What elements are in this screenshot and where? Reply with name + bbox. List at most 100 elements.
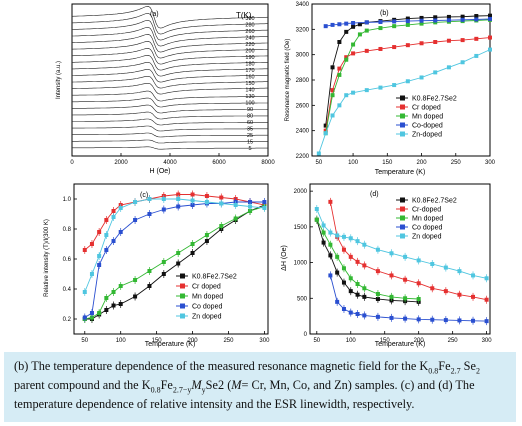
data-point-zn: [323, 131, 328, 136]
data-point-mn: [118, 284, 123, 288]
data-point-co: [378, 19, 383, 24]
data-point-zn: [405, 79, 410, 84]
spectrum-curve-240K: [72, 26, 268, 47]
temperature-label-25: 25: [247, 133, 253, 139]
data-point-cr: [97, 230, 102, 234]
data-point-cr: [446, 38, 451, 43]
data-point-mn: [314, 217, 319, 222]
panel-a-x-ticks: 0 2000 4000 6000 8000: [70, 153, 275, 166]
caption-sub-3: 2: [475, 366, 480, 376]
data-point-parent: [460, 14, 465, 19]
data-point-zn: [351, 90, 356, 95]
data-point-mn: [351, 42, 356, 47]
data-point-co: [323, 24, 328, 29]
data-point-mn: [362, 286, 367, 291]
spectrum-curve-170K: [72, 62, 268, 77]
data-point-mn: [344, 57, 349, 62]
panel-c-axes: 50 100 150 200 250 300 0.2 0.4 0.6 0.8 1.0: [63, 197, 270, 344]
spectrum-curve-90K: [72, 104, 269, 114]
temperature-label-300: 300: [245, 16, 254, 22]
caption-text-5: Fe: [160, 378, 173, 393]
data-point-cr: [378, 46, 383, 51]
x-tick-label: 50: [81, 338, 88, 344]
x-tick-label: 200: [417, 160, 428, 166]
data-point-parent: [321, 240, 326, 245]
data-point-cr: [471, 294, 476, 299]
temperature-label-15: 15: [247, 140, 253, 146]
data-point-mn: [204, 233, 209, 237]
data-point-parent: [433, 15, 438, 20]
temperature-label-180: 180: [245, 62, 254, 68]
data-point-cr: [341, 247, 346, 252]
data-point-co: [362, 313, 367, 318]
data-point-co: [147, 212, 152, 216]
legend-marker-cr: [400, 206, 405, 212]
data-point-mn: [335, 254, 340, 259]
spectrum-curve-200K: [71, 40, 269, 59]
spectrum-curve-220K: [72, 33, 268, 53]
data-point-zn: [321, 223, 326, 228]
legend-label-zn: Zn doped: [412, 234, 442, 241]
panel-a-label: (a): [150, 11, 159, 18]
data-point-co: [433, 18, 438, 23]
panel-b-legend: K0.8Fe2.7Se2 Cr doped Mn doped Co-doped Zn-d…: [396, 95, 457, 139]
data-point-zn: [111, 215, 116, 219]
data-point-mn: [389, 294, 394, 299]
data-point-cr: [190, 192, 195, 197]
legend-label-parent: K0.8Fe2.7Se2: [412, 198, 457, 205]
data-point-zn: [341, 234, 346, 239]
data-point-mn: [97, 311, 102, 315]
temperature-label-35: 35: [247, 127, 253, 133]
data-point-co: [176, 204, 181, 209]
data-point-zn: [97, 254, 102, 258]
data-point-co: [488, 16, 492, 21]
data-point-zn: [392, 83, 397, 88]
y-tick-label: 2400: [296, 129, 310, 135]
data-point-cr: [344, 55, 349, 60]
y-tick-label: 2000: [294, 189, 308, 195]
data-point-parent: [362, 294, 367, 299]
series-line-zn: [84, 198, 265, 293]
temperature-label-130: 130: [245, 94, 254, 100]
data-point-zn: [337, 103, 342, 108]
panel-b-series: [316, 13, 492, 156]
legend-marker-co: [400, 224, 405, 230]
data-point-zn: [446, 65, 451, 70]
figure: 3002802602402202001901801701601501401301…: [44, 2, 496, 348]
data-point-zn: [378, 85, 383, 90]
data-point-co: [328, 273, 333, 278]
data-point-parent: [357, 22, 362, 27]
data-point-parent: [133, 294, 138, 299]
data-point-mn: [375, 292, 380, 296]
panel-d-linewidth: 50 100 150 200 250 300 0 500 1000 1500 2000 K0.8Fe…: [281, 183, 492, 348]
y-tick-label: 3400: [296, 2, 310, 8]
data-point-zn: [219, 201, 224, 206]
panel-b-resonance-field: 50 100 150 200 250 300 2200 2400 2600 2800 3000 320…: [285, 2, 496, 176]
data-point-parent: [355, 292, 360, 297]
data-point-cr: [219, 195, 224, 200]
data-point-parent: [204, 239, 209, 243]
legend-marker-cr: [400, 104, 405, 110]
data-point-cr: [328, 199, 333, 204]
series-line-mn: [84, 206, 265, 320]
temperature-label-200: 200: [245, 49, 254, 55]
data-point-zn: [389, 251, 394, 256]
temperature-label-140: 140: [245, 88, 254, 94]
x-tick-label: 8000: [261, 160, 275, 166]
x-tick-label: 150: [380, 338, 391, 344]
panel-a-esr-spectra: 3002802602402202001901801701601501401301…: [56, 3, 275, 175]
series-line-co: [84, 201, 265, 318]
data-point-parent: [351, 24, 356, 29]
figure-caption: (b) The temperature dependence of the me…: [4, 352, 516, 422]
panel-d-legend: K0.8Fe2.7Se2 Cr-doped Mn doped Co doped Zn d…: [396, 197, 457, 241]
temperature-label-220: 220: [245, 42, 254, 48]
data-point-zn: [82, 290, 87, 294]
data-point-cr: [364, 48, 369, 53]
series-line-mn: [316, 219, 419, 300]
y-tick-label: 2800: [296, 78, 310, 84]
x-tick-label: 250: [223, 338, 234, 344]
data-point-cr: [348, 254, 353, 259]
data-point-parent: [488, 13, 492, 18]
y-tick-label: 1500: [294, 225, 308, 231]
panel-d-x-label: Temperature (K): [375, 341, 426, 348]
